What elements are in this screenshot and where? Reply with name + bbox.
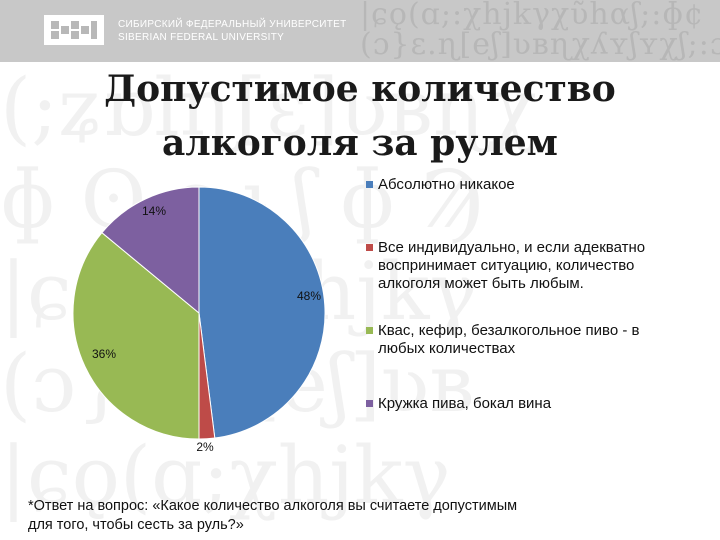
chart-legend: Абсолютно никакое Все индивидуально, и ес… xyxy=(366,176,696,413)
slide-title-line-2: алкоголя за рулем xyxy=(162,122,558,164)
legend-swatch-2 xyxy=(366,244,373,251)
university-name-en: SIBERIAN FEDERAL UNIVERSITY xyxy=(118,32,285,43)
pie-data-label-3: 36% xyxy=(92,347,116,361)
footnote-line-1: *Ответ на вопрос: «Какое количество алко… xyxy=(28,498,518,514)
pie-data-label-4: 14% xyxy=(142,204,166,218)
legend-label-1-line-1: Абсолютно никакое xyxy=(378,176,515,193)
legend-item-3: Квас, кефир, безалкогольное пиво - в любы… xyxy=(366,322,696,358)
pie-slice-1 xyxy=(198,186,326,439)
footnote-line-2: для того, чтобы сесть за руль?» xyxy=(28,517,244,533)
legend-item-1: Абсолютно никакое xyxy=(366,176,696,194)
slide-title: Допустимое количество алкоголя за рулем xyxy=(0,62,720,170)
survey-footnote: *Ответ на вопрос: «Какое количество алко… xyxy=(28,497,688,535)
header-decorative-pattern: |ɕǫ(ɑ;:χhjkγχῦhαʃ;:ɸ¢ (ɔ}ɛ.ɳ[eʃ]ʋʙɳχʎʏʃʏχ… xyxy=(360,0,720,62)
legend-label-2-line-1: Все индивидуально, и если адекватно xyxy=(378,239,646,256)
slide-title-line-1: Допустимое количество xyxy=(104,68,616,110)
legend-swatch-1 xyxy=(366,181,373,188)
legend-label-2-line-2: воспринимает ситуацию, количество xyxy=(378,257,635,274)
university-logo xyxy=(44,15,104,45)
legend-label-3-line-1: Квас, кефир, безалкогольное пиво - в xyxy=(378,322,640,339)
pie-data-label-2: 2% xyxy=(196,440,214,454)
legend-label-3-line-2: любых количествах xyxy=(378,340,516,357)
legend-swatch-3 xyxy=(366,327,373,334)
university-name: СИБИРСКИЙ ФЕДЕРАЛЬНЫЙ УНИВЕРСИТЕТ SIBERI… xyxy=(118,18,347,44)
university-name-ru: СИБИРСКИЙ ФЕДЕРАЛЬНЫЙ УНИВЕРСИТЕТ xyxy=(118,19,347,30)
legend-label-4-line-1: Кружка пива, бокал вина xyxy=(378,395,552,412)
header-bar: |ɕǫ(ɑ;:χhjkγχῦhαʃ;:ɸ¢ (ɔ}ɛ.ɳ[eʃ]ʋʙɳχʎʏʃʏχ… xyxy=(0,0,720,62)
pie-slice-3 xyxy=(72,231,200,440)
legend-swatch-4 xyxy=(366,400,373,407)
legend-item-2: Все индивидуально, и если адекватно воспр… xyxy=(366,239,696,293)
pie-slice-4 xyxy=(101,186,200,315)
legend-item-4: Кружка пива, бокал вина xyxy=(366,395,696,413)
pie-data-label-1: 48% xyxy=(297,289,321,303)
legend-label-2-line-3: алкоголя может быть любым. xyxy=(378,275,584,292)
